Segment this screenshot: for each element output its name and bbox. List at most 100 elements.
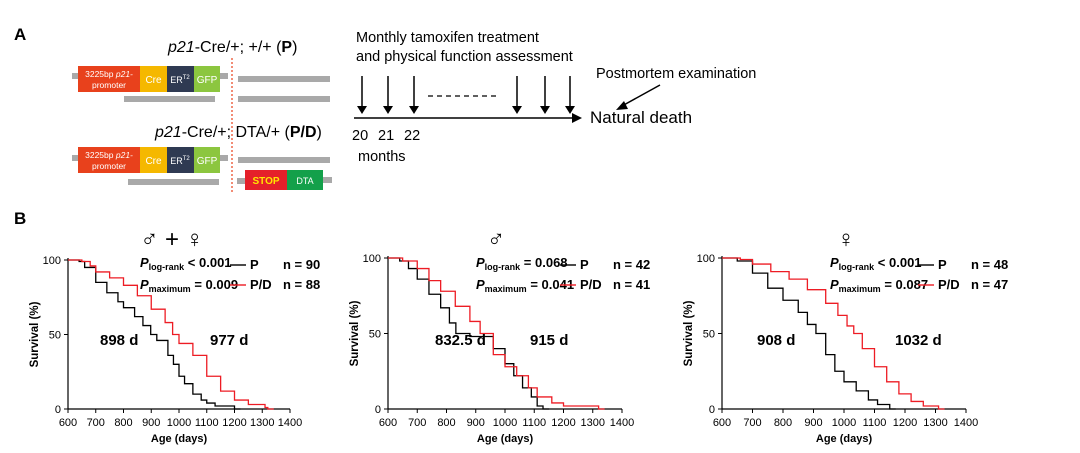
legend-n: n = 41	[613, 277, 650, 292]
stop-label: STOP	[252, 176, 279, 187]
x-tick-label: 800	[774, 417, 792, 429]
gfp-block	[194, 66, 220, 92]
cre-label: Cre	[145, 75, 162, 86]
construct-p21-cre-bottom: 3225bp p21- promoter Cre ERT2 GFP STOP D…	[72, 147, 332, 190]
y-axis-title: Survival (%)	[29, 301, 41, 367]
genotype-pd-suffix: -Cre/+; DTA/+ (	[182, 124, 291, 141]
x-tick-label: 1300	[581, 417, 605, 429]
arrowhead	[409, 106, 419, 114]
genotype-p-prefix: p21	[167, 39, 195, 56]
wildtype-allele-bar	[124, 96, 215, 102]
x-tick-label: 1000	[167, 417, 191, 429]
y-tick-label: 100	[363, 253, 381, 265]
gray-flank-dta	[323, 177, 332, 183]
genotype-p-close: )	[292, 39, 297, 56]
legend-n: n = 48	[971, 257, 1008, 272]
natural-death-text: Natural death	[590, 108, 692, 127]
genotype-pd-label: p21-Cre/+; DTA/+ (P/D)	[154, 124, 322, 141]
genotype-pd-prefix: p21	[154, 124, 182, 141]
stat-maximum: Pmaximum = 0.009	[140, 277, 238, 294]
sex-symbol: ♂	[487, 226, 505, 253]
timeline-arrowhead	[572, 113, 582, 123]
x-tick-label: 900	[804, 417, 822, 429]
arrowhead	[540, 106, 550, 114]
arrowhead	[357, 106, 367, 114]
arrowhead	[565, 106, 575, 114]
promoter-label-line1: 3225bp p21-	[85, 150, 133, 160]
gray-flank-right	[220, 155, 228, 161]
legend-n: n = 88	[283, 277, 320, 292]
arrowhead	[512, 106, 522, 114]
legend-label: P/D	[938, 277, 960, 292]
sex-symbol: ♀	[837, 226, 855, 253]
panel-label-a: A	[14, 25, 26, 44]
arrowhead	[383, 106, 393, 114]
genotype-pd-tag: P/D	[290, 124, 317, 141]
median-p: 898 d	[100, 332, 138, 349]
genotype-p-tag: P	[281, 39, 292, 56]
median-pd: 915 d	[530, 332, 568, 349]
y-tick-label: 50	[369, 329, 381, 341]
x-tick-label: 1200	[222, 417, 246, 429]
x-tick-label: 1400	[610, 417, 634, 429]
genotype-p-suffix: -Cre/+; +/+ (	[195, 39, 282, 56]
x-tick-label: 800	[114, 417, 132, 429]
median-pd: 977 d	[210, 332, 248, 349]
cre-block	[140, 147, 167, 173]
x-tick-label: 900	[467, 417, 485, 429]
stat-maximum: Pmaximum = 0.041	[476, 277, 574, 294]
sex-symbol: ♂ + ♀	[140, 226, 203, 253]
stat-log-rank: Plog-rank = 0.068	[476, 255, 568, 272]
legend-label: P/D	[250, 277, 272, 292]
x-tick-label: 800	[437, 417, 455, 429]
y-tick-label: 0	[55, 404, 61, 416]
legend-label: P	[580, 257, 589, 272]
gfp-label: GFP	[197, 156, 218, 167]
survival-chart-3: ♀ 600 700 800 900 1000 1100 1200 1300 1400 0 50 100 A…	[683, 226, 1008, 445]
gray-flank-right	[220, 73, 228, 79]
wildtype-bar-right-2	[238, 96, 330, 102]
wildtype-allele-bar	[128, 179, 219, 185]
ert2-label: ERT2	[170, 75, 190, 85]
x-tick-label: 700	[743, 417, 761, 429]
panel-label-b: B	[14, 209, 26, 228]
cre-block	[140, 66, 167, 92]
legend-n: n = 42	[613, 257, 650, 272]
x-tick-label: 1100	[863, 417, 887, 429]
legend-label: P	[250, 257, 259, 272]
x-tick-label: 900	[142, 417, 160, 429]
legend-label: P	[938, 257, 947, 272]
promoter-label-line2: promoter	[92, 80, 126, 90]
promoter-label-line1: 3225bp p21-	[85, 69, 133, 79]
x-tick-label: 700	[87, 417, 105, 429]
median-p: 832.5 d	[435, 332, 486, 349]
gray-flank-left	[72, 73, 80, 79]
stop-cassette	[245, 170, 287, 190]
gray-flank-left	[72, 155, 80, 161]
x-tick-label: 1000	[832, 417, 856, 429]
ert2-label: ERT2	[170, 156, 190, 166]
ert2-block	[167, 147, 194, 173]
x-tick-label: 1400	[954, 417, 978, 429]
x-tick-label: 600	[379, 417, 397, 429]
x-tick-label: 1100	[522, 417, 546, 429]
x-tick-label: 700	[408, 417, 426, 429]
x-axis-title: Age (days)	[151, 433, 208, 445]
postmortem-text: Postmortem examination	[596, 66, 756, 82]
stat-log-rank: Plog-rank < 0.001	[830, 255, 922, 272]
promoter-block	[78, 66, 140, 92]
gfp-label: GFP	[197, 75, 218, 86]
gray-flank-stop	[237, 178, 245, 184]
dta-block	[287, 170, 323, 190]
survival-chart-2: ♂ 600 700 800 900 1000 1100 1200 1300 1400 0 50 100 A…	[349, 226, 650, 445]
survival-chart-1: ♂ + ♀ 600 700 800 900 1000 1100 1200 1300 1400 0 50…	[29, 226, 320, 445]
y-tick-label: 0	[709, 404, 715, 416]
dta-label: DTA	[296, 176, 313, 186]
x-axis-title: Age (days)	[477, 433, 534, 445]
genotype-p-label: p21-Cre/+; +/+ (P)	[167, 39, 297, 56]
legend-n: n = 90	[283, 257, 320, 272]
survival-curve-pd	[68, 259, 274, 410]
stat-log-rank: Plog-rank < 0.001	[140, 255, 232, 272]
median-pd: 1032 d	[895, 332, 942, 349]
y-tick-label: 50	[703, 329, 715, 341]
